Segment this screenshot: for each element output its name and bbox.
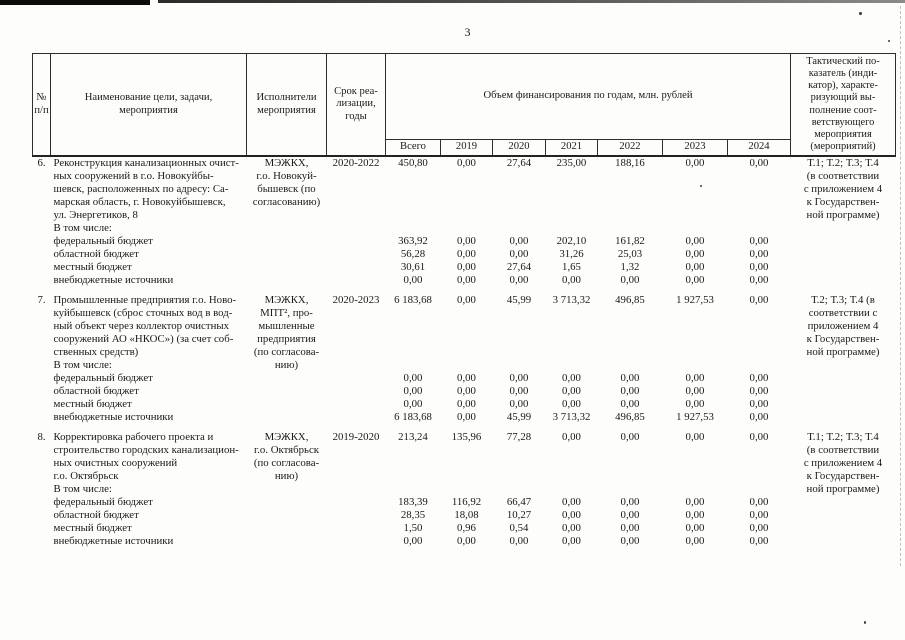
header-year-2023: 2023 (662, 139, 728, 157)
row-executor: МЭЖКХ, МПТ², про- мышленные предприятия … (253, 294, 320, 371)
row-name: Промышленные предприятия г.о. Ново- куйб… (53, 294, 237, 423)
row-number: 7. (37, 294, 46, 306)
row-number: 6. (37, 157, 46, 169)
row-executor: МЭЖКХ, г.о. Октябрьск (по согласова- нию… (253, 431, 320, 482)
header-term: Срок реа- лизации, годы (326, 53, 386, 157)
value-cell: 3 713,32 0,00 0,00 0,00 3 713,32 (552, 294, 591, 423)
value-cell: 0,00 0,00 0,00 0,00 0,00 (749, 157, 769, 286)
row-name: Реконструкция канализационных очист- ных… (53, 157, 239, 286)
header-executor: Исполнители мероприятия (246, 53, 327, 157)
header-year-total: Всего (385, 139, 441, 157)
value-cell: 135,96 116,92 18,08 0,96 0,00 (451, 431, 482, 547)
value-cell: 0,00 0,00 0,00 0,00 0,00 (685, 431, 705, 547)
row-term: 2020-2022 (332, 157, 380, 169)
value-cell: 45,99 0,00 0,00 0,00 45,99 (506, 294, 532, 423)
row-executor: МЭЖКХ, г.о. Новокуй- бышевск (по согласо… (252, 157, 321, 208)
row-name: Корректировка рабочего проекта и строите… (53, 431, 239, 547)
table-row: 8. Корректировка рабочего проекта и строи… (33, 431, 896, 548)
row-number: 8. (37, 431, 46, 443)
row-spacer (33, 424, 896, 431)
scan-artifact-dot (888, 40, 890, 42)
table-body: 6. Реконструкция канализационных очист- н… (33, 156, 896, 548)
scan-artifact-right-dashed-line (900, 6, 901, 566)
scan-artifact-top-bar (0, 0, 150, 5)
value-cell: 0,00 0,00 0,00 0,00 0,00 (749, 431, 769, 547)
value-cell: 6 183,68 0,00 0,00 0,00 6 183,68 (394, 294, 432, 423)
value-cell: 0,00 0,00 0,00 0,00 0,00 (685, 157, 705, 286)
value-cell: 0,00 0,00 0,00 0,00 0,00 (562, 431, 581, 547)
value-cell: 213,24 183,39 28,35 1,50 0,00 (398, 431, 428, 547)
financing-table: № п/п Наименование цели, задачи, меропри… (32, 53, 896, 548)
row-indicator: Т.1; Т.2; Т.3; Т.4 (в соответствии с при… (803, 431, 883, 495)
value-cell: 27,64 0,00 0,00 27,64 0,00 (506, 157, 532, 286)
row-indicator: Т.2; Т.3; Т.4 (в соответствии с приложен… (806, 294, 880, 358)
header-year-2021: 2021 (545, 139, 598, 157)
value-cell: 77,28 66,47 10,27 0,54 0,00 (506, 431, 532, 547)
value-cell: 0,00 0,00 0,00 0,00 0,00 (620, 431, 640, 547)
header-num: № п/п (32, 53, 51, 157)
value-cell: 496,85 0,00 0,00 0,00 496,85 (615, 294, 645, 423)
value-cell: 0,00 0,00 0,00 0,00 0,00 (457, 294, 476, 423)
value-cell: 188,16 161,82 25,03 1,32 0,00 (615, 157, 645, 286)
row-spacer (33, 287, 896, 294)
header-year-2024: 2024 (727, 139, 791, 157)
value-cell: 0,00 0,00 0,00 0,00 0,00 (749, 294, 769, 423)
header-indicator: Тактический по- казатель (инди- катор), … (790, 53, 896, 157)
row-term: 2020-2023 (332, 294, 380, 306)
table-header: № п/п Наименование цели, задачи, меропри… (32, 53, 896, 157)
page-number: 3 (464, 25, 471, 39)
header-year-2020: 2020 (492, 139, 546, 157)
scan-artifact-dot (864, 621, 866, 624)
row-indicator: Т.1; Т.2; Т.3; Т.4 (в соответствии с при… (803, 157, 883, 221)
table-row: 6. Реконструкция канализационных очист- н… (33, 156, 896, 287)
value-cell: 235,00 202,10 31,26 1,65 0,00 (556, 157, 587, 286)
scan-artifact-dot (859, 12, 862, 15)
value-cell: 1 927,53 0,00 0,00 0,00 1 927,53 (676, 294, 714, 423)
scan-artifact-top-line (158, 0, 905, 3)
header-year-2022: 2022 (597, 139, 663, 157)
value-cell: 450,80 363,92 56,28 30,61 0,00 (398, 157, 428, 286)
table-row: 7. Промышленные предприятия г.о. Ново- ку… (33, 294, 896, 424)
header-year-2019: 2019 (440, 139, 493, 157)
value-cell: 0,00 0,00 0,00 0,00 0,00 (457, 157, 476, 286)
header-funding: Объем финансирования по годам, млн. рубл… (385, 53, 791, 140)
header-name: Наименование цели, задачи, мероприятия (50, 53, 247, 157)
row-term: 2019-2020 (332, 431, 380, 443)
scan-artifact-dot (700, 185, 702, 187)
